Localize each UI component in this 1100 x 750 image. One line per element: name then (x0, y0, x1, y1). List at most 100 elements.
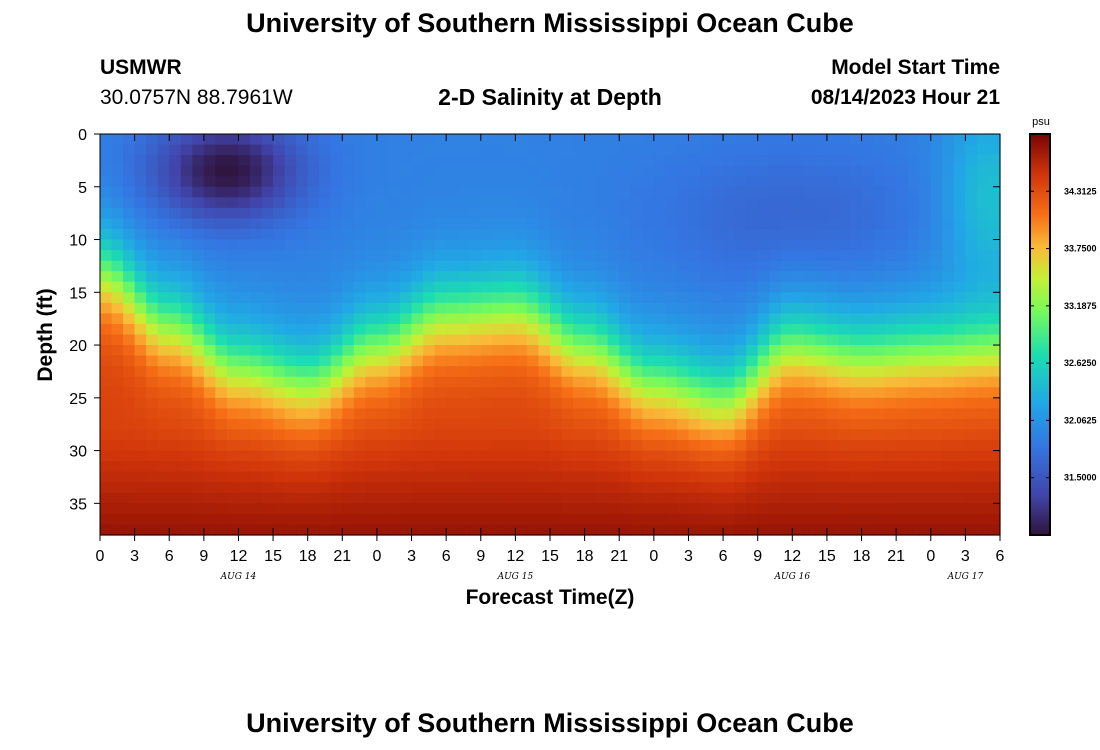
heatmap-cell (688, 524, 701, 536)
heatmap-cell (469, 503, 482, 515)
heatmap-cell (284, 155, 297, 167)
heatmap-cell (780, 197, 793, 209)
heatmap-cell (873, 155, 886, 167)
heatmap-cell (342, 524, 355, 536)
heatmap-cell (503, 165, 516, 177)
heatmap-cell (134, 323, 147, 336)
heatmap-cell (573, 313, 586, 325)
heatmap-cell (896, 418, 909, 431)
heatmap-cell (676, 387, 690, 399)
heatmap-cell (665, 207, 678, 220)
heatmap-cell (561, 334, 574, 346)
heatmap-cell (630, 503, 643, 515)
heatmap-cell (215, 271, 228, 283)
heatmap-cell (988, 165, 1001, 177)
heatmap-cell (561, 355, 574, 367)
heatmap-cell (376, 323, 390, 336)
heatmap-cell (169, 176, 182, 188)
heatmap-cell (400, 207, 413, 220)
heatmap-cell (584, 197, 597, 209)
heatmap-cell (330, 366, 343, 378)
heatmap-cell (700, 292, 713, 304)
heatmap-cell (815, 513, 828, 526)
heatmap-cell (261, 260, 274, 272)
heatmap-cell (538, 524, 551, 536)
heatmap-cell (965, 482, 978, 494)
heatmap-cell (238, 281, 251, 293)
heatmap-cell (550, 503, 563, 515)
heatmap-cell (665, 323, 678, 336)
heatmap-cell (723, 334, 736, 346)
heatmap-cell (700, 176, 713, 188)
heatmap-cell (792, 165, 805, 177)
heatmap-cell (492, 418, 505, 431)
heatmap-cell (561, 165, 574, 177)
heatmap-cell (411, 461, 424, 473)
heatmap-cell (815, 186, 828, 198)
heatmap-cell (965, 281, 978, 293)
heatmap-cell (169, 134, 182, 146)
heatmap-cell (515, 207, 528, 220)
heatmap-cell (123, 144, 136, 156)
heatmap-cell (630, 260, 643, 272)
heatmap-cell (942, 176, 955, 188)
heatmap-cell (584, 292, 597, 304)
heatmap-cell (400, 239, 413, 251)
heatmap-cell (780, 503, 793, 515)
heatmap-cell (896, 366, 909, 378)
heatmap-cell (953, 513, 966, 526)
heatmap-cell (988, 260, 1001, 272)
heatmap-cell (446, 397, 459, 409)
heatmap-cell (896, 482, 909, 494)
heatmap-cell (480, 482, 493, 494)
heatmap-cell (930, 355, 943, 367)
heatmap-cell (169, 345, 182, 357)
heatmap-cell (284, 323, 297, 336)
heatmap-cell (307, 397, 320, 409)
heatmap-cell (826, 281, 840, 293)
heatmap-cell (526, 260, 540, 272)
heatmap-cell (642, 513, 655, 526)
heatmap-cell (803, 218, 816, 230)
heatmap-cell (111, 471, 124, 483)
heatmap-cell (365, 418, 378, 431)
heatmap-cell (769, 418, 782, 431)
heatmap-cell (700, 228, 713, 241)
heatmap-cell (884, 513, 897, 526)
heatmap-cell (215, 292, 228, 304)
heatmap-cell (653, 355, 666, 367)
heatmap-cell (400, 334, 413, 346)
heatmap-cell (538, 376, 551, 388)
heatmap-cell (226, 313, 240, 325)
heatmap-cell (642, 250, 655, 262)
heatmap-cell (226, 450, 240, 462)
heatmap-cell (157, 207, 170, 220)
heatmap-cell (180, 323, 193, 336)
heatmap-cell (250, 165, 263, 177)
heatmap-cell (480, 440, 493, 452)
heatmap-cell (665, 218, 678, 230)
heatmap-cell (711, 471, 724, 483)
heatmap-cell (976, 482, 990, 494)
heatmap-cell (550, 176, 563, 188)
heatmap-cell (238, 471, 251, 483)
heatmap-cell (203, 429, 216, 441)
heatmap-cell (653, 440, 666, 452)
heatmap-cell (307, 418, 320, 431)
heatmap-cell (838, 239, 851, 251)
heatmap-cell (273, 440, 286, 452)
heatmap-cell (503, 355, 516, 367)
heatmap-cell (630, 176, 643, 188)
heatmap-cell (815, 376, 828, 388)
heatmap-cell (838, 355, 851, 367)
heatmap-cell (584, 418, 597, 431)
heatmap-cell (861, 440, 874, 452)
heatmap-cell (976, 134, 990, 146)
heatmap-cell (307, 197, 320, 209)
heatmap-cell (342, 228, 355, 241)
heatmap-cell (157, 323, 170, 336)
heatmap-cell (965, 134, 978, 146)
heatmap-cell (411, 281, 424, 293)
heatmap-cell (976, 513, 990, 526)
heatmap-cell (157, 387, 170, 399)
